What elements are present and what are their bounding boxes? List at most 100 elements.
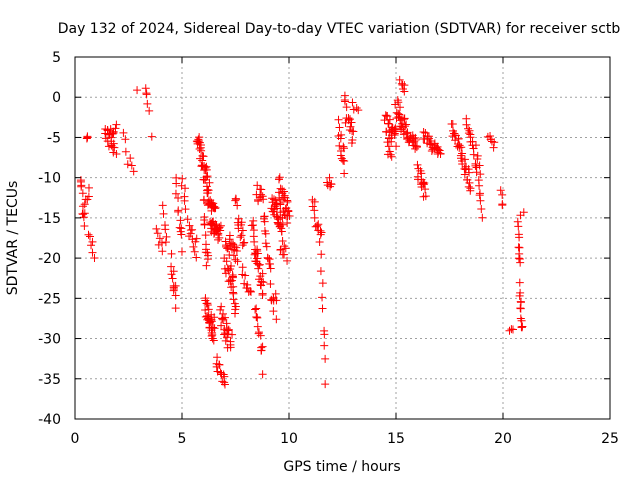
data-point [400, 114, 409, 123]
data-point [380, 116, 389, 125]
y-tick-label: -40 [38, 412, 61, 428]
data-point [145, 106, 154, 115]
data-point [462, 120, 471, 129]
chart-title: Day 132 of 2024, Sidereal Day-to-day VTE… [58, 21, 621, 37]
data-point [275, 173, 284, 182]
data-point [354, 106, 363, 115]
data-point [516, 288, 525, 297]
data-point [202, 165, 211, 174]
data-point [515, 278, 524, 287]
data-point [192, 234, 201, 243]
data-point [465, 178, 474, 187]
data-point [171, 189, 180, 198]
data-point [133, 86, 142, 95]
data-point [318, 279, 327, 288]
data-point [352, 103, 361, 112]
data-point [514, 222, 523, 231]
data-point [272, 296, 281, 305]
data-point [487, 137, 496, 146]
data-point [344, 114, 353, 122]
data-point [280, 250, 289, 259]
data-point [216, 221, 225, 230]
data-point [384, 142, 393, 151]
data-point [220, 313, 229, 322]
data-point [436, 149, 445, 158]
data-point [253, 322, 262, 331]
data-point [210, 202, 219, 211]
data-point [471, 141, 480, 150]
data-point [109, 139, 118, 148]
data-point [400, 87, 409, 96]
data-point [455, 141, 464, 150]
data-point [192, 253, 201, 262]
data-point [216, 305, 225, 314]
data-point [172, 179, 181, 188]
data-point [321, 380, 330, 389]
data-point [327, 179, 336, 188]
data-point [202, 240, 210, 249]
data-point [347, 118, 356, 127]
data-point [228, 330, 237, 339]
data-point [261, 229, 270, 238]
data-point [119, 128, 128, 137]
data-point [147, 132, 156, 141]
data-point [269, 195, 278, 204]
y-tick-label: -15 [38, 211, 61, 227]
data-point [274, 215, 283, 224]
data-point [340, 144, 349, 153]
data-point [152, 224, 161, 233]
data-point [450, 129, 459, 138]
data-point [243, 280, 252, 289]
data-point [264, 254, 273, 263]
data-point [177, 230, 186, 239]
data-point [171, 281, 180, 290]
data-point [340, 169, 349, 178]
data-point [162, 232, 171, 241]
y-tick-label: -10 [38, 171, 61, 187]
data-point [190, 247, 199, 256]
data-point [232, 195, 241, 204]
data-point [79, 213, 88, 222]
data-point [203, 185, 212, 194]
data-point [418, 179, 427, 188]
data-point [205, 178, 214, 187]
data-point [215, 233, 224, 242]
data-point [274, 175, 283, 184]
data-point [198, 151, 207, 160]
data-point [174, 206, 183, 215]
data-point [402, 120, 411, 129]
data-point [240, 238, 249, 247]
data-point [112, 120, 121, 129]
data-point [308, 202, 317, 211]
data-point [310, 213, 319, 222]
data-point [318, 293, 327, 302]
data-point [224, 266, 233, 275]
data-point [266, 279, 275, 288]
data-point [514, 243, 523, 252]
data-point [161, 238, 170, 247]
y-tick-label: -20 [38, 251, 61, 267]
data-point [121, 147, 130, 156]
data-point [466, 133, 475, 142]
data-point [78, 189, 87, 198]
data-point [272, 315, 281, 324]
data-point [325, 173, 334, 182]
data-point [216, 226, 225, 235]
data-point [401, 122, 410, 131]
data-point [249, 221, 258, 230]
data-point [224, 326, 233, 335]
data-points-layer [76, 75, 528, 389]
data-point [90, 254, 99, 263]
data-point [460, 170, 469, 179]
data-point [475, 161, 484, 170]
data-point [508, 325, 517, 334]
data-point [342, 103, 351, 112]
data-point [129, 167, 138, 176]
data-point [185, 221, 194, 230]
data-point [258, 289, 267, 298]
data-point [218, 309, 227, 318]
data-point [383, 138, 392, 147]
data-point [238, 226, 247, 235]
data-point [84, 230, 93, 239]
data-point [477, 205, 486, 214]
